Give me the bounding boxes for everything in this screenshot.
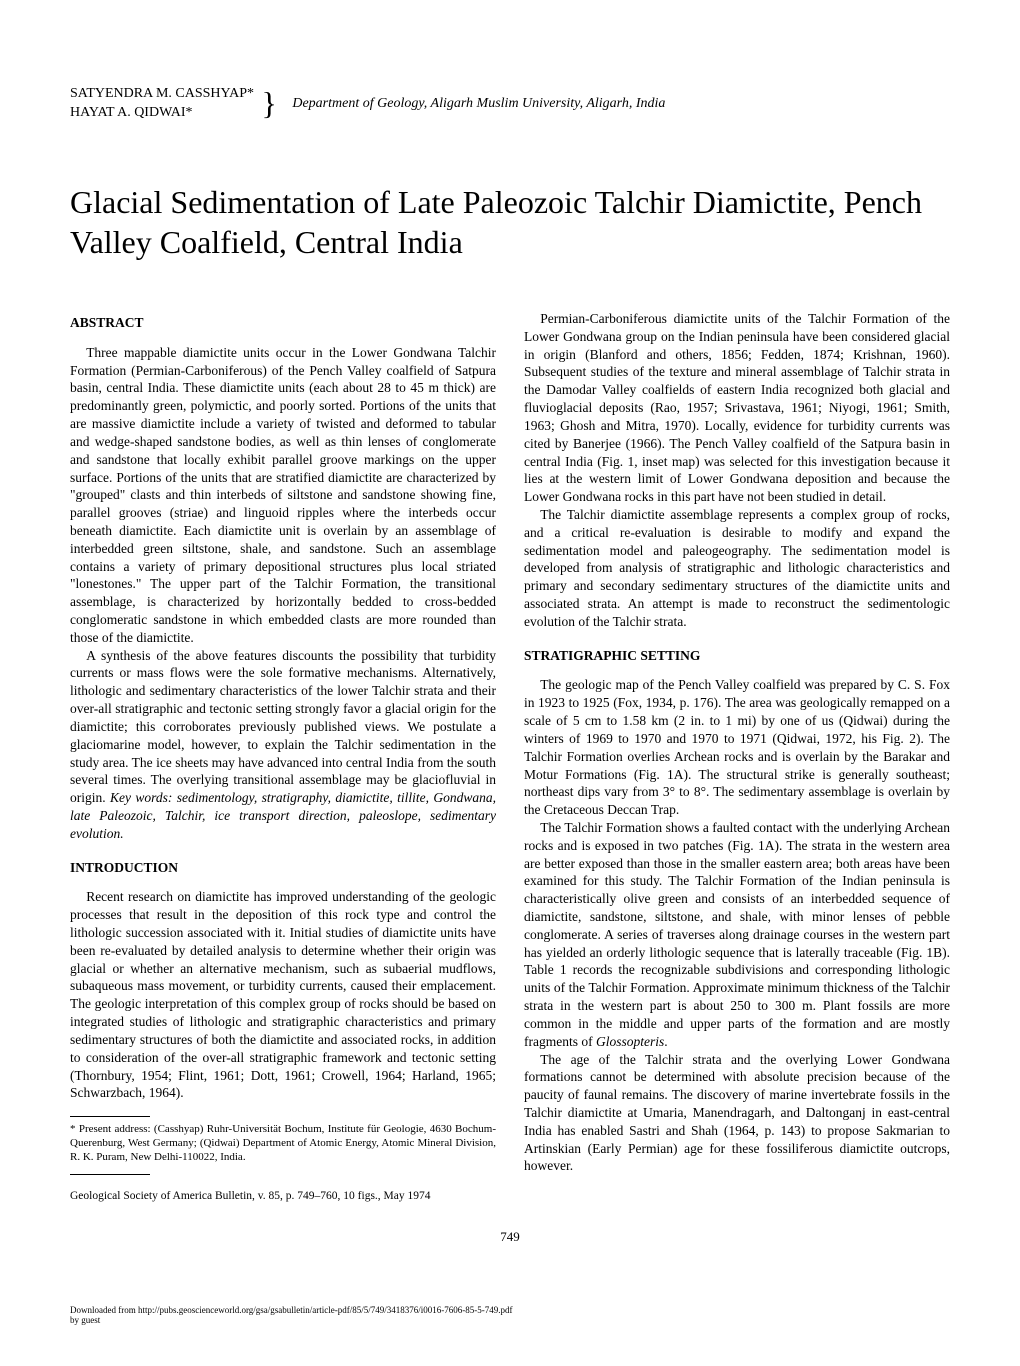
strat-para-2: The Talchir Formation shows a faulted co… — [524, 819, 950, 1051]
journal-rule — [70, 1174, 150, 1175]
article-title: Glacial Sedimentation of Late Paleozoic … — [70, 182, 950, 262]
abstract-heading: ABSTRACT — [70, 314, 496, 332]
intro-para-3: The Talchir diamictite assemblage repres… — [524, 506, 950, 631]
stratigraphic-heading: STRATIGRAPHIC SETTING — [524, 647, 950, 665]
brace-icon: } — [262, 85, 277, 122]
footnote-rule — [70, 1116, 150, 1117]
download-line-1: Downloaded from http://pubs.geosciencewo… — [70, 1305, 950, 1316]
affiliation: Department of Geology, Aligarh Muslim Un… — [292, 96, 665, 112]
journal-citation: Geological Society of America Bulletin, … — [70, 1189, 496, 1204]
abstract-para-2: A synthesis of the above features discou… — [70, 647, 496, 843]
right-column: Permian-Carboniferous diamictite units o… — [524, 310, 950, 1205]
strat-para-3: The age of the Talchir strata and the ov… — [524, 1051, 950, 1176]
left-column: ABSTRACT Three mappable diamictite units… — [70, 310, 496, 1205]
author-affiliation-block: SATYENDRA M. CASSHYAP* HAYAT A. QIDWAI* … — [70, 85, 950, 122]
intro-para-2: Permian-Carboniferous diamictite units o… — [524, 310, 950, 506]
page-number: 749 — [70, 1229, 950, 1245]
author-1: SATYENDRA M. CASSHYAP* — [70, 85, 254, 103]
strat-para-1: The geologic map of the Pench Valley coa… — [524, 676, 950, 819]
footnote-text: * Present address: (Casshyap) Ruhr-Unive… — [70, 1123, 496, 1164]
author-2: HAYAT A. QIDWAI* — [70, 104, 254, 122]
introduction-heading: INTRODUCTION — [70, 859, 496, 877]
abstract-para-1: Three mappable diamictite units occur in… — [70, 344, 496, 647]
intro-para-1: Recent research on diamictite has improv… — [70, 888, 496, 1102]
two-column-body: ABSTRACT Three mappable diamictite units… — [70, 310, 950, 1205]
download-line-2: by guest — [70, 1315, 950, 1326]
